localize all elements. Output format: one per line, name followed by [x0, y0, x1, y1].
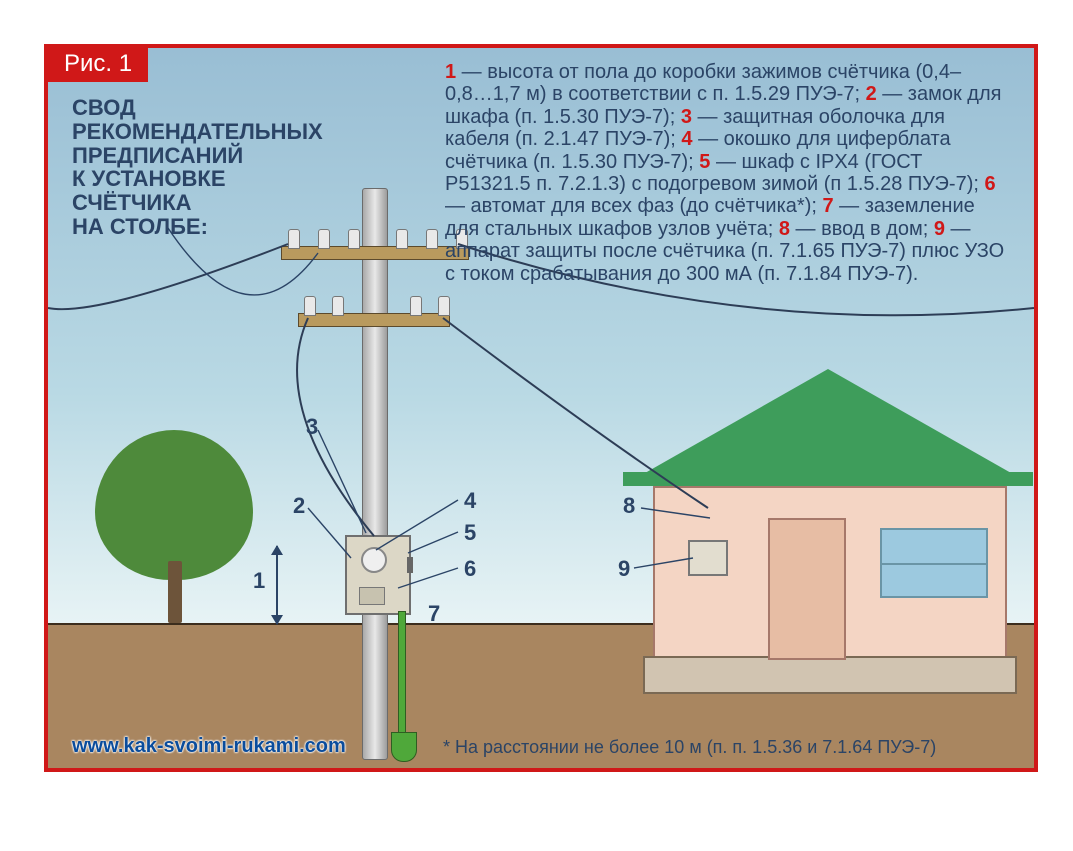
insulator-icon: [348, 229, 360, 249]
insulator-icon: [396, 229, 408, 249]
source-url: www.kak-svoimi-rukami.com: [72, 735, 346, 758]
height-dimension-arrow: [276, 546, 278, 624]
figure-tag: Рис. 1: [48, 48, 148, 82]
insulator-icon: [410, 296, 422, 316]
callout-4: 4: [464, 488, 476, 514]
insulator-icon: [426, 229, 438, 249]
house-service-box: [688, 540, 728, 576]
house-foundation: [643, 656, 1017, 694]
callout-6: 6: [464, 556, 476, 582]
callout-9: 9: [618, 556, 630, 582]
diagram-title: СВОДРЕКОМЕНДАТЕЛЬНЫХПРЕДПИСАНИЙК УСТАНОВ…: [72, 96, 332, 239]
breaker-icon: [359, 587, 385, 605]
ground-rod-tip: [391, 732, 417, 762]
meter-cabinet: [345, 535, 411, 615]
footnote: * На расстоянии не более 10 м (п. п. 1.5…: [443, 737, 936, 758]
meter-window-icon: [361, 547, 387, 573]
callout-8: 8: [623, 493, 635, 519]
house-roof-edge: [623, 472, 1033, 486]
callout-3: 3: [306, 414, 318, 440]
callout-7: 7: [428, 601, 440, 627]
callout-1: 1: [253, 568, 265, 594]
ground-rod: [398, 611, 406, 738]
house-window: [880, 528, 988, 598]
tree-trunk: [168, 561, 182, 623]
house-roof: [638, 369, 1018, 477]
house-door: [768, 518, 846, 660]
callout-2: 2: [293, 493, 305, 519]
legend-text: 1 — высота от пола до коробки зажимов сч…: [445, 61, 1005, 285]
figure-card: Рис. 1 СВОДРЕКОМЕНДАТЕЛЬНЫХПРЕДПИСАНИЙК …: [44, 44, 1038, 772]
insulator-icon: [438, 296, 450, 316]
insulator-icon: [332, 296, 344, 316]
crossarm-lower: [298, 313, 450, 327]
callout-5: 5: [464, 520, 476, 546]
crossarm-upper: [281, 246, 469, 260]
utility-pole: [362, 188, 388, 760]
cabinet-lock-icon: [407, 557, 413, 573]
insulator-icon: [304, 296, 316, 316]
